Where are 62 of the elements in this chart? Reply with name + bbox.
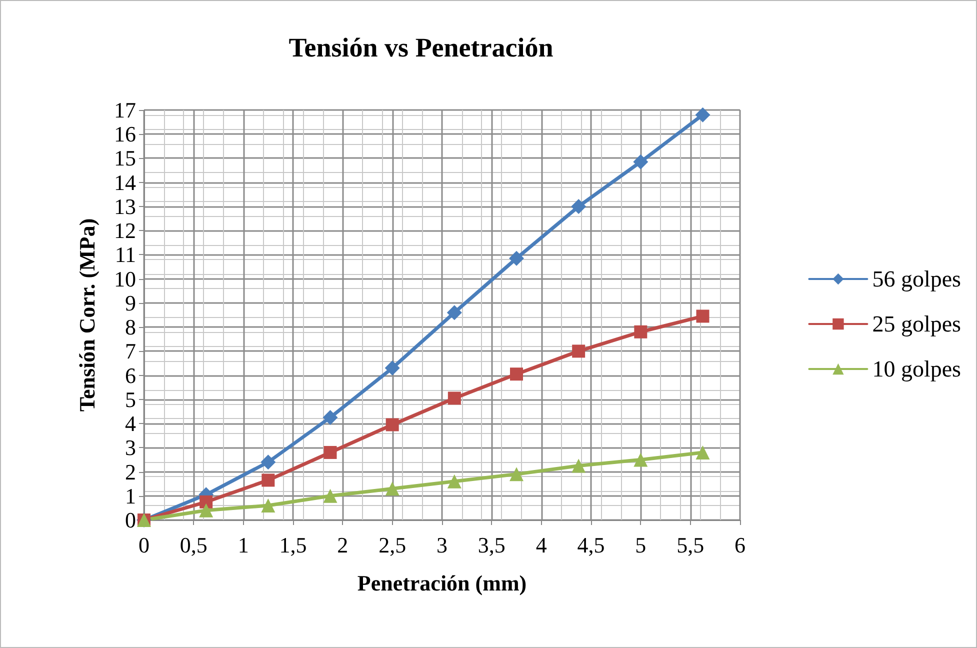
point [199, 503, 214, 518]
legend-label: 56 golpes [872, 266, 962, 292]
legend-label: 25 golpes [872, 312, 962, 336]
point [385, 482, 400, 496]
y-tick-label: 1 [125, 483, 136, 508]
x-tick-label: 6 [734, 532, 746, 558]
y-tick-label: 12 [114, 218, 136, 244]
y-tick-label: 8 [125, 314, 136, 340]
y-tick-label: 15 [114, 146, 136, 171]
x-axis-title: Penetración (mm) [357, 570, 527, 596]
y-tick-label: 9 [125, 290, 136, 316]
point [696, 310, 710, 323]
point [696, 445, 710, 460]
y-tick-label: 0 [125, 508, 136, 532]
point [510, 467, 524, 482]
x-tick-label: 1,5 [279, 532, 307, 558]
y-tick-label: 10 [114, 266, 136, 292]
x-tick-label: 3,5 [478, 532, 506, 558]
point [571, 198, 586, 214]
y-tick-label: 11 [114, 242, 136, 268]
point [261, 498, 276, 513]
point [262, 474, 275, 487]
point [509, 250, 524, 266]
point [200, 495, 213, 508]
x-tick-label: 3 [436, 532, 448, 558]
point [510, 368, 523, 381]
point [324, 446, 337, 459]
x-tick-label: 4 [536, 532, 547, 558]
point [386, 418, 399, 432]
point [572, 458, 586, 473]
point [446, 305, 462, 320]
y-tick-label: 6 [125, 362, 136, 388]
y-tick-label: 3 [125, 435, 136, 460]
y-tick-label: 5 [125, 386, 136, 412]
x-tick-label: 5 [635, 532, 646, 558]
point [695, 107, 710, 122]
point [634, 325, 648, 338]
point [384, 360, 400, 376]
x-tick-label: 0,5 [180, 532, 208, 558]
legend-label: 10 golpes [872, 356, 962, 382]
y-tick-label: 13 [114, 194, 136, 219]
x-tick-label: 2 [337, 532, 348, 558]
x-tick-label: 5,5 [676, 532, 704, 558]
y-tick-label: 17 [114, 98, 136, 122]
point [633, 154, 648, 170]
x-tick-label: 1 [238, 532, 249, 558]
x-tick-label: 4,5 [577, 532, 605, 558]
y-axis-title: Tensión Corr. (MPa) [74, 218, 100, 412]
point [634, 452, 648, 467]
y-tick-label: 2 [125, 459, 136, 484]
point [323, 488, 338, 503]
point [447, 474, 462, 488]
y-tick-label: 14 [114, 170, 136, 195]
point [260, 454, 276, 470]
point [572, 344, 586, 358]
y-tick-label: 7 [125, 338, 136, 364]
x-tick-label: 2,5 [378, 532, 406, 558]
point [448, 392, 461, 405]
y-tick-label: 4 [125, 411, 136, 436]
chart-title: Tensión vs Penetración [288, 32, 554, 62]
point [322, 410, 338, 425]
y-tick-label: 16 [114, 122, 136, 147]
